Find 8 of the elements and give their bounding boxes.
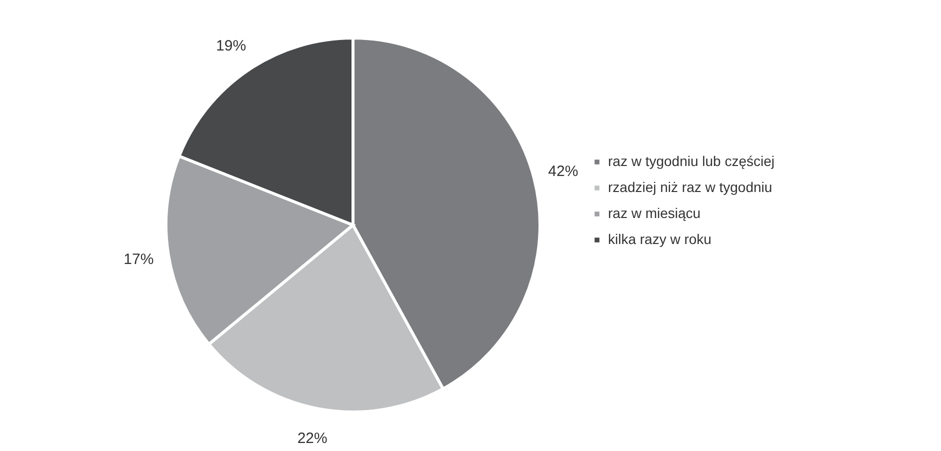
legend-label: kilka razy w roku: [608, 231, 712, 247]
data-label: 42%: [548, 163, 578, 180]
data-label: 17%: [124, 250, 154, 268]
data-label: 22%: [297, 430, 328, 448]
legend-label: raz w tygodniu lub częściej: [608, 153, 775, 169]
legend-label: rzadziej niż raz w tygodniu: [608, 179, 772, 195]
legend-label: raz w miesiącu: [608, 205, 701, 221]
data-label: 19%: [216, 38, 246, 55]
